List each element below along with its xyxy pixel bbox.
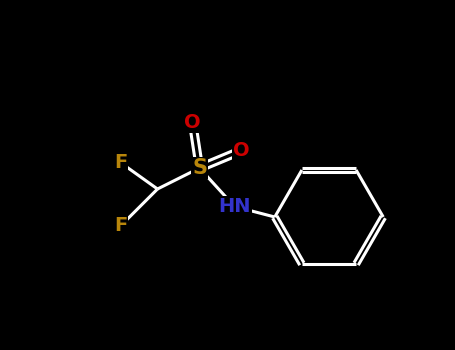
Text: F: F [114,153,127,172]
Text: HN: HN [218,197,251,216]
Text: S: S [192,158,207,178]
Text: F: F [114,216,127,235]
Text: O: O [184,113,201,132]
Text: O: O [233,141,250,160]
